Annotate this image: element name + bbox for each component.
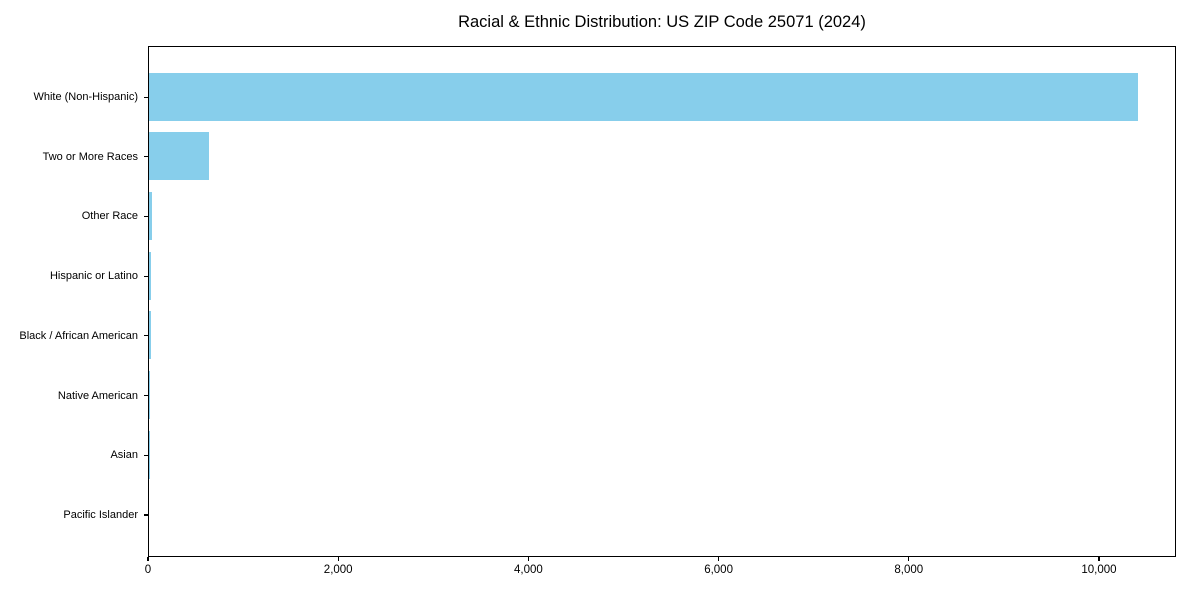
bar <box>149 251 152 300</box>
chart-title: Racial & Ethnic Distribution: US ZIP Cod… <box>458 13 866 31</box>
y-tick-label: Black / African American <box>19 329 138 342</box>
x-tick-mark <box>527 557 529 561</box>
bar <box>149 132 209 181</box>
x-tick-label: 0 <box>144 564 152 576</box>
y-tick-mark <box>143 96 148 98</box>
x-tick-mark <box>717 557 720 561</box>
y-tick-mark <box>143 335 148 337</box>
y-tick-label: Two or More Races <box>42 150 138 163</box>
y-tick-label: White (Non-Hispanic) <box>33 91 138 103</box>
y-tick-label: Hispanic or Latino <box>49 270 138 283</box>
bar <box>149 311 151 360</box>
plot-area <box>148 46 1176 557</box>
x-tick-label: 4,000 <box>513 564 543 576</box>
y-tick-mark <box>143 215 148 218</box>
y-tick-label: Asian <box>110 449 138 462</box>
x-tick-mark <box>337 557 339 561</box>
x-tick-label: 6,000 <box>704 564 733 576</box>
bar <box>149 191 152 240</box>
y-tick-mark <box>143 454 148 456</box>
y-tick-label: Pacific Islander <box>63 508 138 521</box>
bar <box>149 72 1138 121</box>
y-tick-mark <box>143 275 148 277</box>
y-tick-mark <box>143 156 148 158</box>
x-tick-mark <box>147 557 149 561</box>
y-tick-mark <box>143 514 148 516</box>
bar <box>149 430 150 479</box>
x-tick-mark <box>908 557 910 561</box>
y-tick-mark <box>143 395 148 397</box>
bar <box>149 371 150 419</box>
x-tick-label: 2,000 <box>323 564 353 576</box>
x-tick-mark <box>1098 557 1100 561</box>
y-tick-label: Native American <box>57 389 138 402</box>
x-tick-label: 8,000 <box>894 564 924 576</box>
y-tick-label: Other Race <box>81 210 138 223</box>
x-tick-label: 10,000 <box>1081 564 1117 576</box>
